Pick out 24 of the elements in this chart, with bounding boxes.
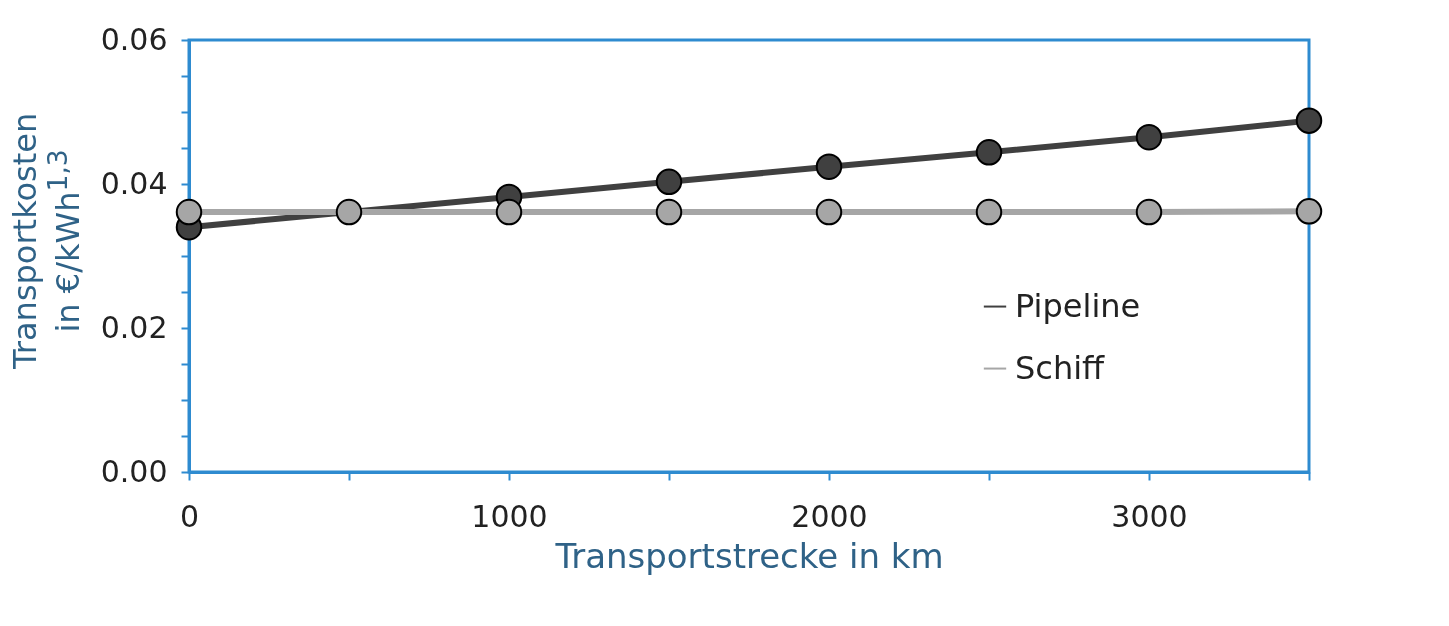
x-tick-label: 3000: [1111, 498, 1188, 534]
y-tick-label: 0.04: [100, 165, 168, 201]
y-tick-label: 0.02: [100, 309, 168, 345]
point: [815, 153, 843, 180]
x-tick-label: 1000: [471, 498, 548, 534]
point: [655, 198, 683, 226]
x-tick-label: 0: [179, 498, 200, 534]
point: [1295, 198, 1323, 225]
point: [975, 198, 1003, 226]
point: [495, 198, 523, 226]
y-tick-label: 0.06: [100, 21, 168, 57]
legend-label: Pipeline: [1015, 286, 1141, 325]
point: [1135, 123, 1163, 151]
point: [335, 198, 363, 226]
point: [655, 168, 683, 196]
point: [815, 198, 843, 226]
x-axis-title: Transportstrecke in km: [554, 535, 944, 576]
point: [975, 139, 1003, 166]
point: [1295, 107, 1323, 134]
point: [1135, 198, 1163, 226]
legend-label: Schiff: [1015, 348, 1106, 387]
point: [175, 198, 203, 226]
x-tick-label: 2000: [791, 498, 868, 534]
y-tick-label: 0.00: [100, 453, 168, 489]
